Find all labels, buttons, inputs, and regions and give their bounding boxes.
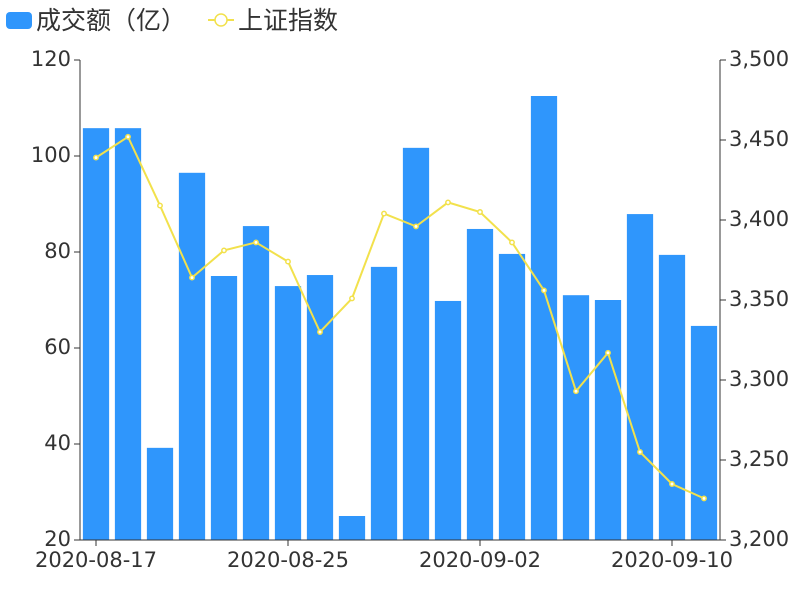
x-tick-label: 2020-08-25: [227, 548, 349, 572]
y2-tick-label: 3,200: [729, 527, 789, 551]
y2-tick-label: 3,350: [729, 287, 789, 311]
bar: [306, 275, 334, 540]
line-point: [445, 199, 451, 206]
legend-label: 成交额（亿）: [36, 6, 186, 35]
line-point: [285, 258, 291, 265]
line-point: [157, 202, 163, 209]
bar: [274, 286, 302, 540]
x-tick-label: 2020-08-17: [35, 548, 157, 572]
y-tick-label: 40: [44, 431, 71, 455]
bar: [626, 214, 654, 540]
bar: [338, 516, 366, 540]
line-point: [637, 449, 643, 455]
line-point: [381, 210, 387, 217]
legend-label: 上证指数: [238, 6, 338, 35]
line-point: [509, 239, 515, 246]
line-point: [541, 287, 547, 294]
line-point: [477, 209, 483, 215]
y2-tick-label: 3,250: [729, 447, 789, 471]
y2-tick-label: 3,400: [729, 207, 789, 231]
bar: [594, 300, 622, 540]
line-point: [701, 495, 707, 502]
y-tick-label: 120: [31, 47, 71, 71]
line-point: [125, 133, 131, 140]
bar: [434, 300, 462, 540]
bar: [114, 128, 142, 540]
legend-swatch: [214, 13, 228, 27]
y-tick-label: 60: [44, 335, 71, 359]
line-point: [221, 247, 227, 254]
y2-tick-label: 3,300: [729, 367, 789, 391]
line-point: [413, 223, 419, 230]
y2-tick-label: 3,500: [729, 47, 789, 71]
bar: [242, 226, 270, 540]
line-point: [93, 154, 99, 161]
y-tick-label: 100: [31, 143, 71, 167]
line-point: [253, 239, 259, 246]
bar: [210, 276, 238, 540]
line-point: [605, 349, 611, 356]
line-point: [349, 295, 355, 302]
x-tick-label: 2020-09-02: [419, 548, 541, 572]
bar: [658, 254, 686, 540]
line-point: [317, 329, 323, 335]
bar: [466, 228, 494, 540]
line: [95, 135, 705, 500]
y-tick-label: 80: [44, 239, 71, 263]
bar: [370, 266, 398, 540]
bar: [402, 147, 430, 540]
bar: [690, 325, 718, 540]
y-tick-label: 20: [44, 527, 71, 551]
bar: [178, 172, 206, 541]
line-point: [573, 388, 579, 395]
x-tick-label: 2020-09-10: [611, 548, 733, 572]
legend-swatch: [6, 12, 32, 29]
bar: [146, 447, 174, 540]
line-point: [669, 481, 675, 487]
y2-tick-label: 3,450: [729, 127, 789, 151]
bar: [498, 253, 526, 541]
bar: [562, 295, 590, 540]
line-point: [189, 274, 195, 281]
bar: [82, 128, 110, 540]
